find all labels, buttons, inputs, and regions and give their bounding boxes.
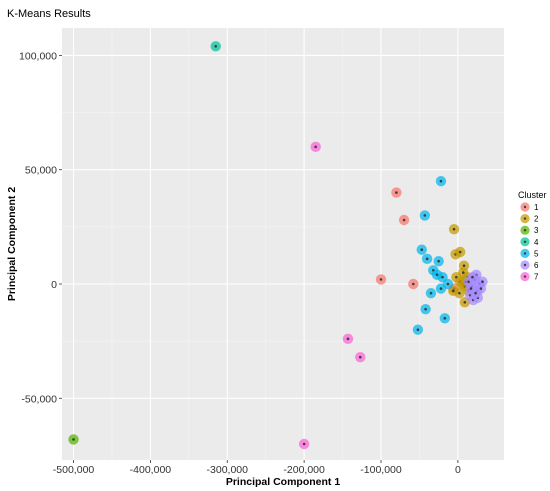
point-center-dot — [425, 257, 429, 261]
point-center-dot — [437, 259, 440, 263]
point-center-dot — [395, 191, 398, 194]
point-center-dot — [441, 275, 444, 279]
point-center-dot — [446, 282, 450, 286]
point-center-dot — [443, 316, 447, 320]
x-axis-ticks: -500,000 -400,000 -300,000 -200,000 -100,000… — [53, 460, 461, 476]
point-center-dot — [402, 218, 406, 222]
plot-panel — [62, 28, 504, 460]
minor-gridlines — [62, 28, 504, 460]
x-tick-label: 0 — [455, 464, 461, 476]
legend-key-dot — [523, 217, 527, 220]
x-tick-label: -400,000 — [130, 464, 172, 476]
point-center-dot — [458, 291, 461, 295]
point-center-dot — [474, 291, 477, 295]
legend-key-dot — [523, 263, 527, 267]
point-center-dot — [379, 278, 383, 281]
point-center-dot — [479, 287, 483, 290]
point-center-dot — [416, 328, 420, 332]
point-center-dot — [461, 271, 465, 274]
x-axis-title: Principal Component 1 — [226, 476, 341, 488]
legend-label-6: 6 — [534, 261, 539, 270]
legend-key-dot — [523, 205, 527, 209]
data-points — [68, 41, 488, 450]
point-center-dot — [429, 291, 433, 295]
point-center-dot — [439, 179, 443, 183]
legend-label-7: 7 — [534, 273, 539, 282]
legend-key-dot — [523, 252, 527, 255]
legend-label-4: 4 — [534, 238, 539, 247]
point-center-dot — [358, 355, 362, 359]
legend-label-5: 5 — [534, 249, 539, 258]
y-axis-title: Principal Component 2 — [6, 187, 18, 302]
point-center-dot — [411, 282, 415, 286]
y-tick-label: 0 — [51, 279, 57, 291]
point-center-dot — [424, 307, 427, 311]
point-center-dot — [302, 442, 306, 446]
point-center-dot — [481, 280, 484, 284]
point-center-dot — [314, 145, 317, 149]
point-center-dot — [420, 248, 424, 252]
legend-label-3: 3 — [534, 226, 539, 235]
y-tick-label: 100,000 — [19, 50, 57, 62]
y-tick-label: 50,000 — [25, 165, 57, 177]
legend-key-dot — [523, 229, 527, 232]
y-tick-label: -50,000 — [21, 393, 57, 405]
x-tick-label: -500,000 — [53, 464, 95, 476]
point-center-dot — [214, 44, 218, 48]
point-center-dot — [469, 287, 473, 290]
x-tick-label: -100,000 — [360, 464, 402, 476]
legend-label-2: 2 — [534, 215, 539, 224]
point-center-dot — [462, 264, 466, 268]
legend-key-dot — [523, 240, 527, 243]
y-axis-ticks: -50,000 0 50,000 100,000 — [19, 50, 62, 405]
point-center-dot — [451, 289, 455, 293]
legend-key-dot — [523, 275, 527, 278]
point-center-dot — [346, 337, 350, 341]
point-center-dot — [72, 438, 75, 441]
point-center-dot — [439, 287, 443, 290]
legend-title: Cluster — [518, 190, 547, 200]
point-center-dot — [423, 214, 427, 217]
point-center-dot — [458, 250, 462, 254]
x-tick-label: -300,000 — [207, 464, 249, 476]
legend: Cluster 1 2 3 4 5 6 7 — [518, 190, 547, 282]
chart-title: K-Means Results — [7, 8, 91, 20]
point-center-dot — [452, 227, 456, 231]
x-tick-label: -200,000 — [283, 464, 325, 476]
major-gridlines — [62, 28, 504, 460]
legend-label-1: 1 — [534, 203, 539, 212]
point-center-dot — [463, 300, 467, 304]
point-center-dot — [471, 275, 474, 279]
